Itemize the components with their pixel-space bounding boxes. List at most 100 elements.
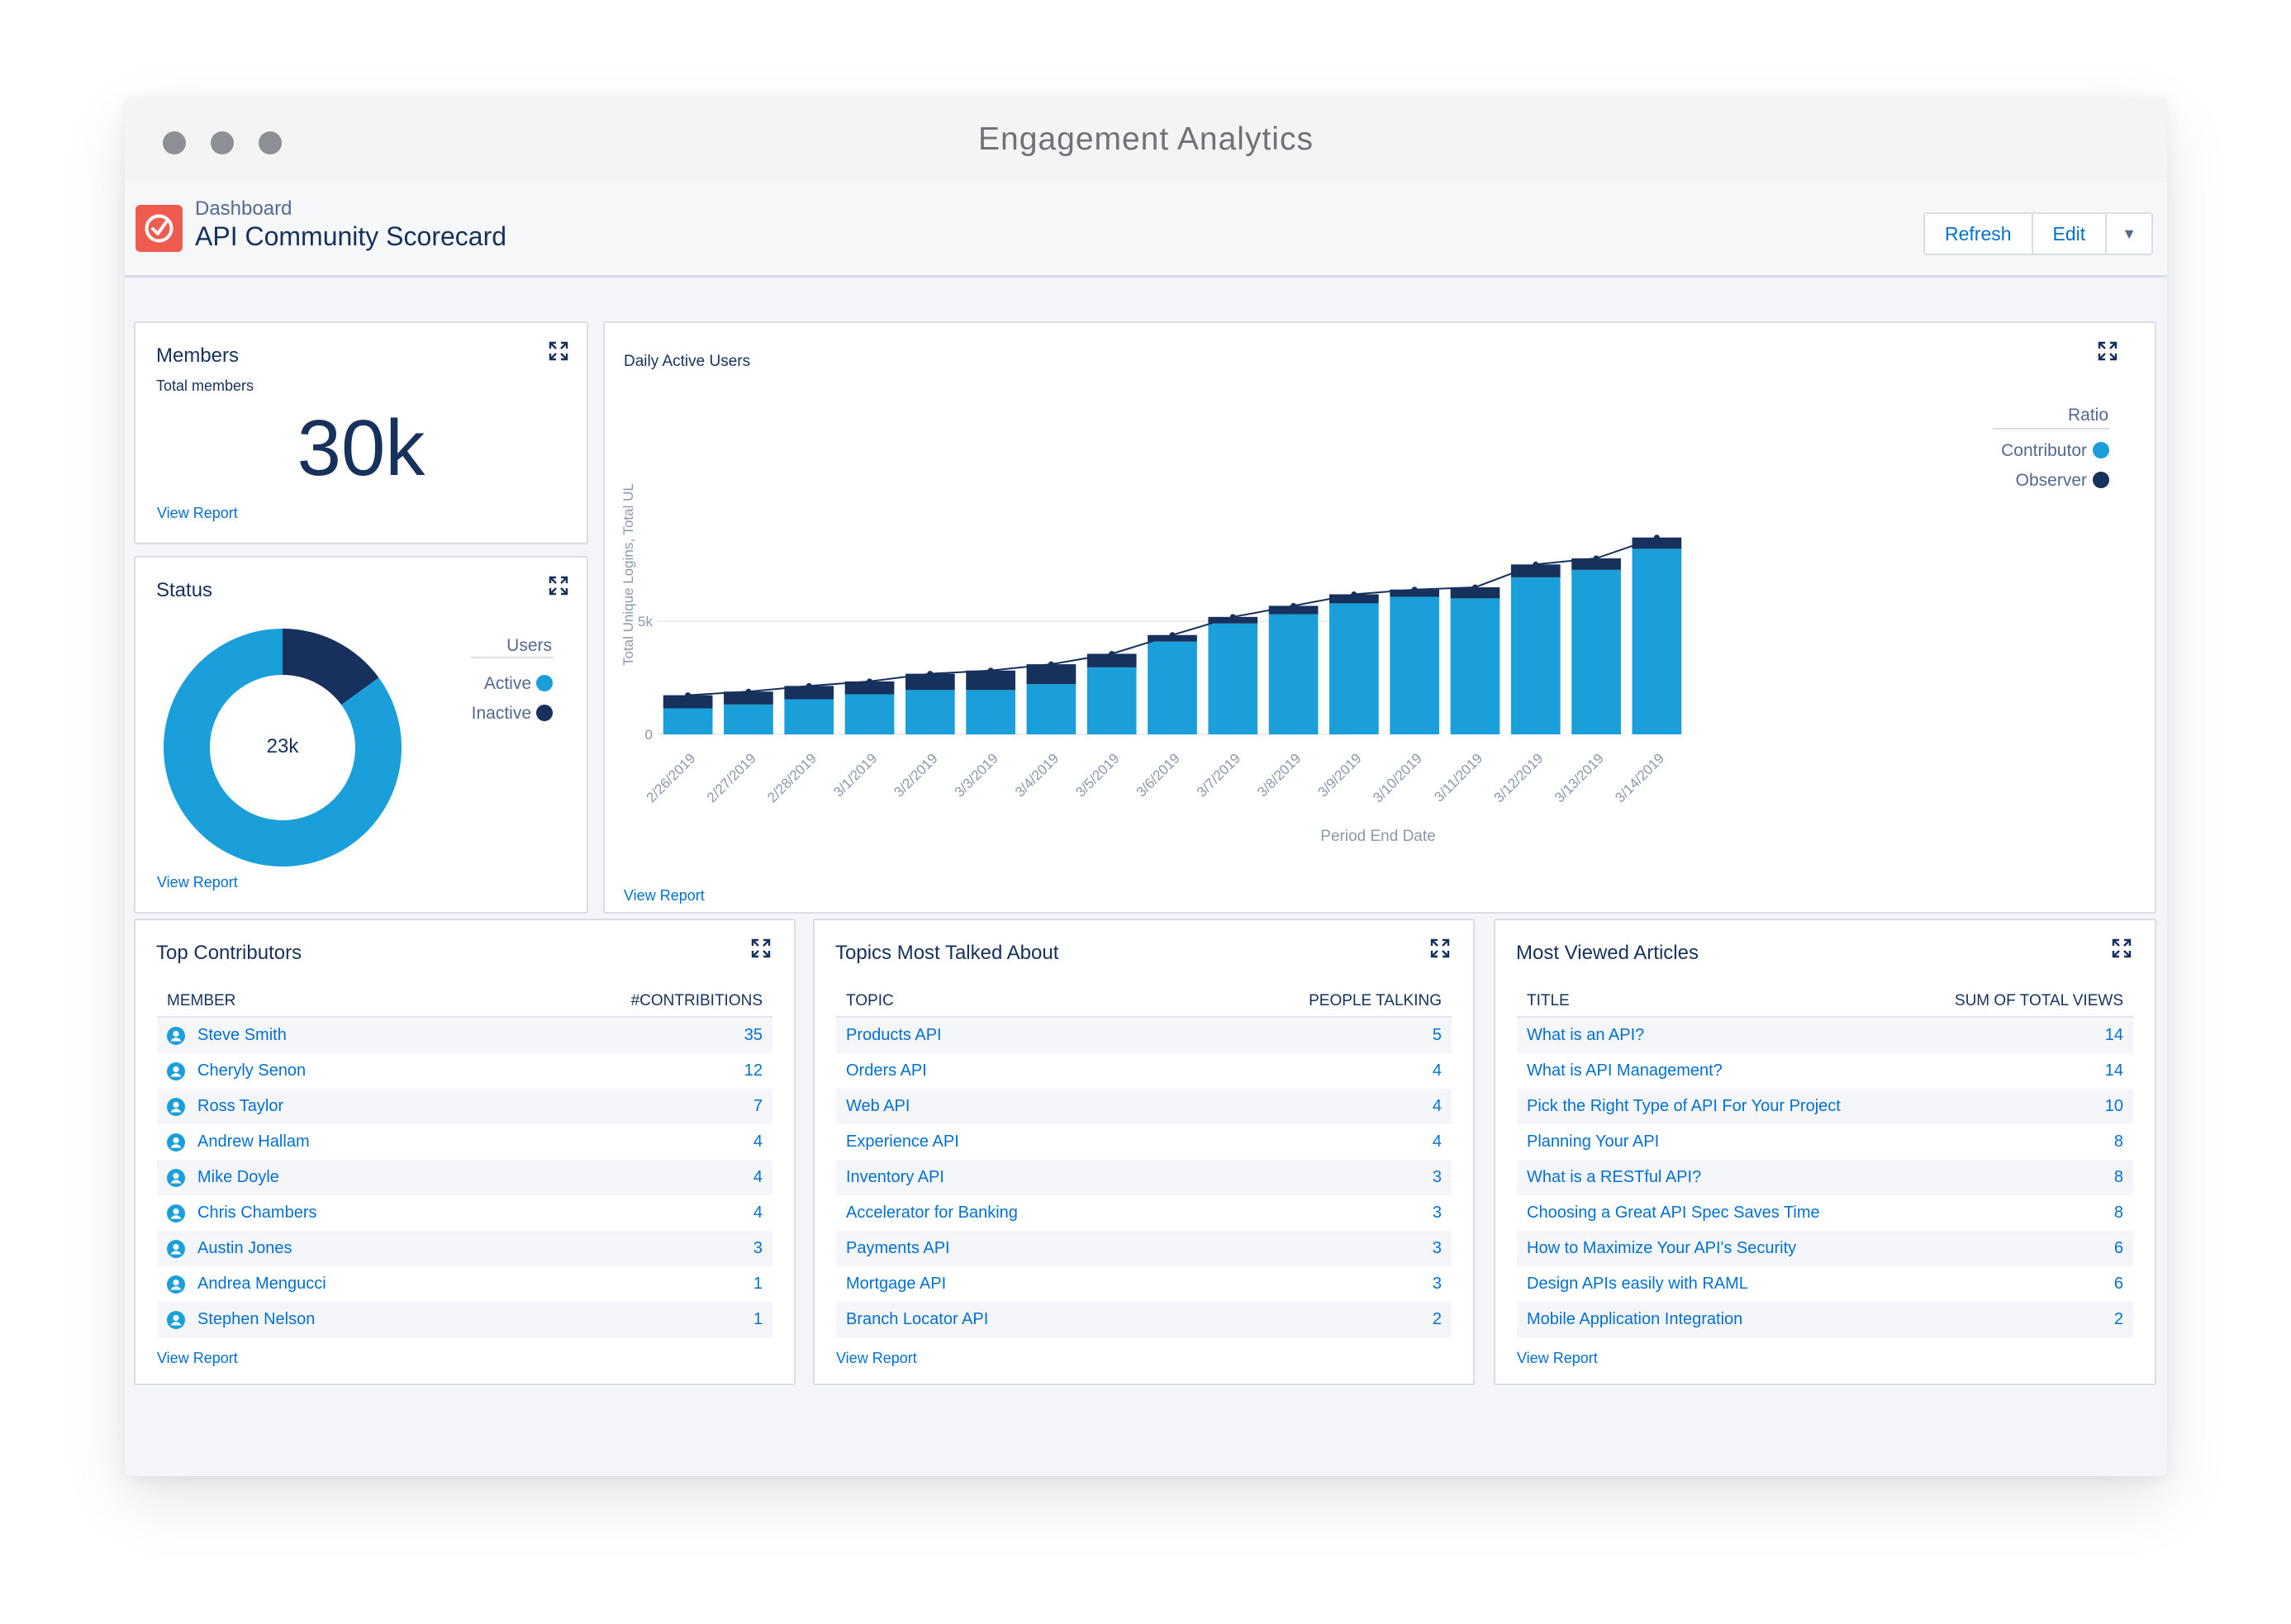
table-row[interactable]: Web API 4: [836, 1089, 1452, 1124]
donut-slice-active[interactable]: [164, 629, 402, 867]
table-row[interactable]: Payments API 3: [836, 1231, 1452, 1266]
bar-observer[interactable]: [784, 686, 834, 700]
view-report-link[interactable]: View Report: [836, 1350, 917, 1366]
column-header-total-views[interactable]: SUM OF TOTAL VIEWS: [1954, 992, 2123, 1009]
row-name[interactable]: Mobile Application Integration: [1527, 1310, 1743, 1328]
bar-observer[interactable]: [1450, 586, 1500, 599]
bar-observer[interactable]: [1390, 589, 1440, 597]
row-label[interactable]: What is an API?: [1527, 1026, 1644, 1045]
bar-contributor[interactable]: [1026, 684, 1077, 734]
line-point[interactable]: [987, 667, 994, 674]
row-name[interactable]: Inventory API: [846, 1168, 944, 1186]
table-row[interactable]: Mobile Application Integration 2: [1517, 1302, 2133, 1337]
bar-contributor[interactable]: [966, 690, 1015, 734]
expand-icon[interactable]: [549, 341, 568, 361]
table-row[interactable]: Accelerator for Banking 3: [836, 1195, 1452, 1231]
bar-contributor[interactable]: [1632, 548, 1682, 734]
line-point[interactable]: [1653, 534, 1660, 541]
row-name[interactable]: How to Maximize Your API's Security: [1527, 1239, 1797, 1257]
bar-observer[interactable]: [1571, 558, 1621, 570]
row-label[interactable]: Web API: [846, 1097, 910, 1116]
line-point[interactable]: [1169, 632, 1176, 639]
donut-slice-inactive[interactable]: [283, 629, 379, 705]
expand-icon[interactable]: [549, 576, 568, 596]
line-point[interactable]: [867, 678, 873, 685]
line-point[interactable]: [745, 688, 752, 695]
row-label[interactable]: Design APIs easily with RAML: [1527, 1275, 1748, 1294]
row-name[interactable]: Payments API: [846, 1239, 950, 1257]
row-label[interactable]: Cheryly Senon: [167, 1061, 306, 1080]
row-name[interactable]: Experience API: [846, 1133, 959, 1151]
maximize-window-button[interactable]: [259, 131, 282, 154]
expand-icon[interactable]: [2098, 341, 2118, 361]
row-label[interactable]: Ross Taylor: [167, 1097, 283, 1116]
table-row[interactable]: Inventory API 3: [836, 1160, 1452, 1195]
table-row[interactable]: Ross Taylor 7: [157, 1089, 772, 1124]
row-name[interactable]: Andrew Hallam: [197, 1133, 310, 1151]
bar-observer[interactable]: [966, 670, 1015, 691]
line-point[interactable]: [1048, 661, 1054, 667]
row-name[interactable]: Branch Locator API: [846, 1310, 989, 1328]
column-header-people-talking[interactable]: PEOPLE TALKING: [1309, 992, 1442, 1009]
line-point[interactable]: [1109, 650, 1115, 657]
row-label[interactable]: Inventory API: [846, 1168, 944, 1187]
row-name[interactable]: Accelerator for Banking: [846, 1204, 1018, 1222]
row-name[interactable]: Design APIs easily with RAML: [1527, 1275, 1748, 1293]
table-row[interactable]: How to Maximize Your API's Security 6: [1517, 1231, 2133, 1266]
row-label[interactable]: Austin Jones: [167, 1239, 292, 1258]
bar-contributor[interactable]: [1268, 614, 1319, 734]
expand-icon[interactable]: [2112, 938, 2132, 958]
row-name[interactable]: What is API Management?: [1527, 1061, 1723, 1080]
table-row[interactable]: Austin Jones 3: [157, 1231, 772, 1266]
bar-observer[interactable]: [663, 695, 713, 709]
bar-contributor[interactable]: [784, 699, 834, 734]
row-label[interactable]: Mobile Application Integration: [1527, 1310, 1742, 1329]
bar-observer[interactable]: [1208, 616, 1258, 624]
row-label[interactable]: Branch Locator API: [846, 1310, 988, 1329]
bar-observer[interactable]: [1026, 664, 1077, 685]
row-name[interactable]: Pick the Right Type of API For Your Proj…: [1527, 1097, 1841, 1115]
table-row[interactable]: Design APIs easily with RAML 6: [1517, 1266, 2133, 1302]
view-report-link[interactable]: View Report: [157, 1350, 238, 1366]
table-row[interactable]: Stephen Nelson 1: [157, 1302, 772, 1337]
bar-contributor[interactable]: [1086, 667, 1137, 734]
view-report-link[interactable]: View Report: [157, 505, 238, 521]
row-label[interactable]: Andrew Hallam: [167, 1133, 310, 1152]
close-window-button[interactable]: [163, 131, 186, 154]
table-row[interactable]: Pick the Right Type of API For Your Proj…: [1517, 1089, 2133, 1124]
row-label[interactable]: Experience API: [846, 1133, 959, 1152]
row-label[interactable]: Stephen Nelson: [167, 1310, 315, 1329]
column-header-member[interactable]: MEMBER: [167, 992, 236, 1009]
line-point[interactable]: [1411, 586, 1418, 593]
edit-button[interactable]: Edit: [2033, 214, 2108, 254]
table-row[interactable]: What is API Management? 14: [1517, 1053, 2133, 1089]
row-label[interactable]: Choosing a Great API Spec Saves Time: [1527, 1204, 1820, 1223]
bar-contributor[interactable]: [905, 690, 955, 734]
bar-observer[interactable]: [1086, 653, 1137, 667]
table-row[interactable]: Cheryly Senon 12: [157, 1053, 772, 1089]
row-name[interactable]: Mike Doyle: [197, 1168, 279, 1186]
row-label[interactable]: Products API: [846, 1026, 942, 1045]
row-name[interactable]: Andrea Mengucci: [197, 1275, 326, 1293]
line-point[interactable]: [1229, 614, 1236, 620]
line-point[interactable]: [1351, 591, 1357, 597]
line-point[interactable]: [1471, 584, 1478, 591]
row-name[interactable]: Cheryly Senon: [197, 1061, 307, 1080]
row-label[interactable]: Orders API: [846, 1061, 927, 1080]
row-label[interactable]: Steve Smith: [167, 1026, 287, 1045]
row-name[interactable]: Chris Chambers: [197, 1204, 317, 1222]
bar-contributor[interactable]: [844, 694, 895, 734]
table-row[interactable]: What is an API? 14: [1517, 1018, 2133, 1053]
row-label[interactable]: Pick the Right Type of API For Your Proj…: [1527, 1097, 1841, 1116]
table-row[interactable]: Steve Smith 35: [157, 1018, 772, 1053]
row-label[interactable]: Chris Chambers: [167, 1204, 316, 1223]
bar-contributor[interactable]: [663, 708, 713, 735]
bar-observer[interactable]: [844, 681, 895, 695]
refresh-button[interactable]: Refresh: [1925, 214, 2033, 254]
row-label[interactable]: Accelerator for Banking: [846, 1204, 1018, 1223]
bar-contributor[interactable]: [1390, 596, 1440, 734]
row-label[interactable]: What is a RESTful API?: [1527, 1168, 1701, 1187]
bar-observer[interactable]: [1268, 605, 1319, 615]
row-label[interactable]: Andrea Mengucci: [167, 1275, 326, 1294]
table-row[interactable]: Planning Your API 8: [1517, 1124, 2133, 1160]
